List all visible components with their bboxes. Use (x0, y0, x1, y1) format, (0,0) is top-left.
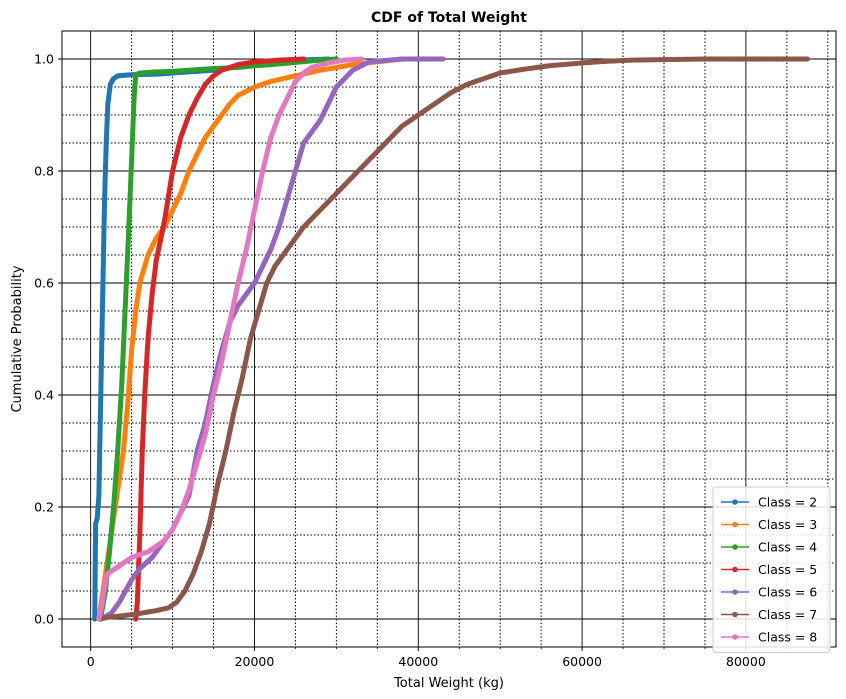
legend: Class = 2 Class = 3 Class = 4 Class = 5 Clas… (712, 486, 831, 653)
legend-entry: Class = 2 (721, 495, 817, 510)
legend-entry: Class = 6 (721, 585, 817, 600)
legend-marker (732, 544, 738, 550)
series-1 (92, 56, 331, 622)
legend-marker (732, 521, 738, 528)
legend-marker (732, 634, 738, 640)
legend-label: Class = 5 (758, 562, 817, 577)
legend-label: Class = 8 (758, 630, 817, 645)
x-tick-label: 0 (87, 654, 95, 669)
y-tick-label: 0.6 (34, 276, 54, 291)
legend-label: Class = 2 (758, 495, 817, 510)
grid (62, 31, 836, 647)
legend-entry: Class = 7 (721, 607, 817, 622)
y-axis-label: Cumulative Probability (10, 265, 25, 412)
x-tick-label: 60000 (562, 654, 602, 669)
legend-box (712, 486, 831, 653)
legend-label: Class = 3 (758, 517, 817, 532)
legend-label: Class = 4 (758, 540, 817, 555)
y-tick-label: 0.8 (34, 164, 54, 179)
chart-title: CDF of Total Weight (371, 10, 527, 26)
x-tick-label: 40000 (398, 654, 438, 669)
data-point (804, 56, 810, 62)
plot-frame (61, 30, 837, 648)
legend-marker (732, 566, 738, 573)
legend-entry: Class = 4 (721, 540, 817, 555)
x-tick-label: 20000 (235, 654, 275, 669)
data-point (440, 56, 446, 62)
data-point (301, 56, 307, 62)
legend-marker (732, 499, 738, 505)
y-tick-label: 0.4 (34, 388, 54, 403)
y-tick-label: 0.2 (34, 500, 54, 515)
series-layer (92, 56, 810, 622)
legend-entry: Class = 3 (721, 517, 817, 532)
series-7 (96, 56, 364, 622)
x-tick-label: 80000 (726, 654, 766, 669)
legend-label: Class = 7 (758, 607, 817, 622)
legend-label: Class = 6 (758, 585, 817, 600)
y-tick-label: 0.0 (34, 612, 54, 627)
x-axis-label: Total Weight (kg) (393, 676, 504, 691)
series-6 (97, 56, 810, 622)
legend-marker (732, 611, 738, 618)
legend-entry: Class = 5 (721, 562, 817, 577)
data-point (358, 56, 364, 62)
y-tick-label: 1.0 (34, 52, 54, 67)
ticks: 0 20000 40000 60000 80000 0.0 0.2 0.4 0.6 0.8 1.0 (34, 52, 829, 669)
legend-entry: Class = 8 (721, 630, 817, 645)
legend-marker (732, 589, 738, 595)
